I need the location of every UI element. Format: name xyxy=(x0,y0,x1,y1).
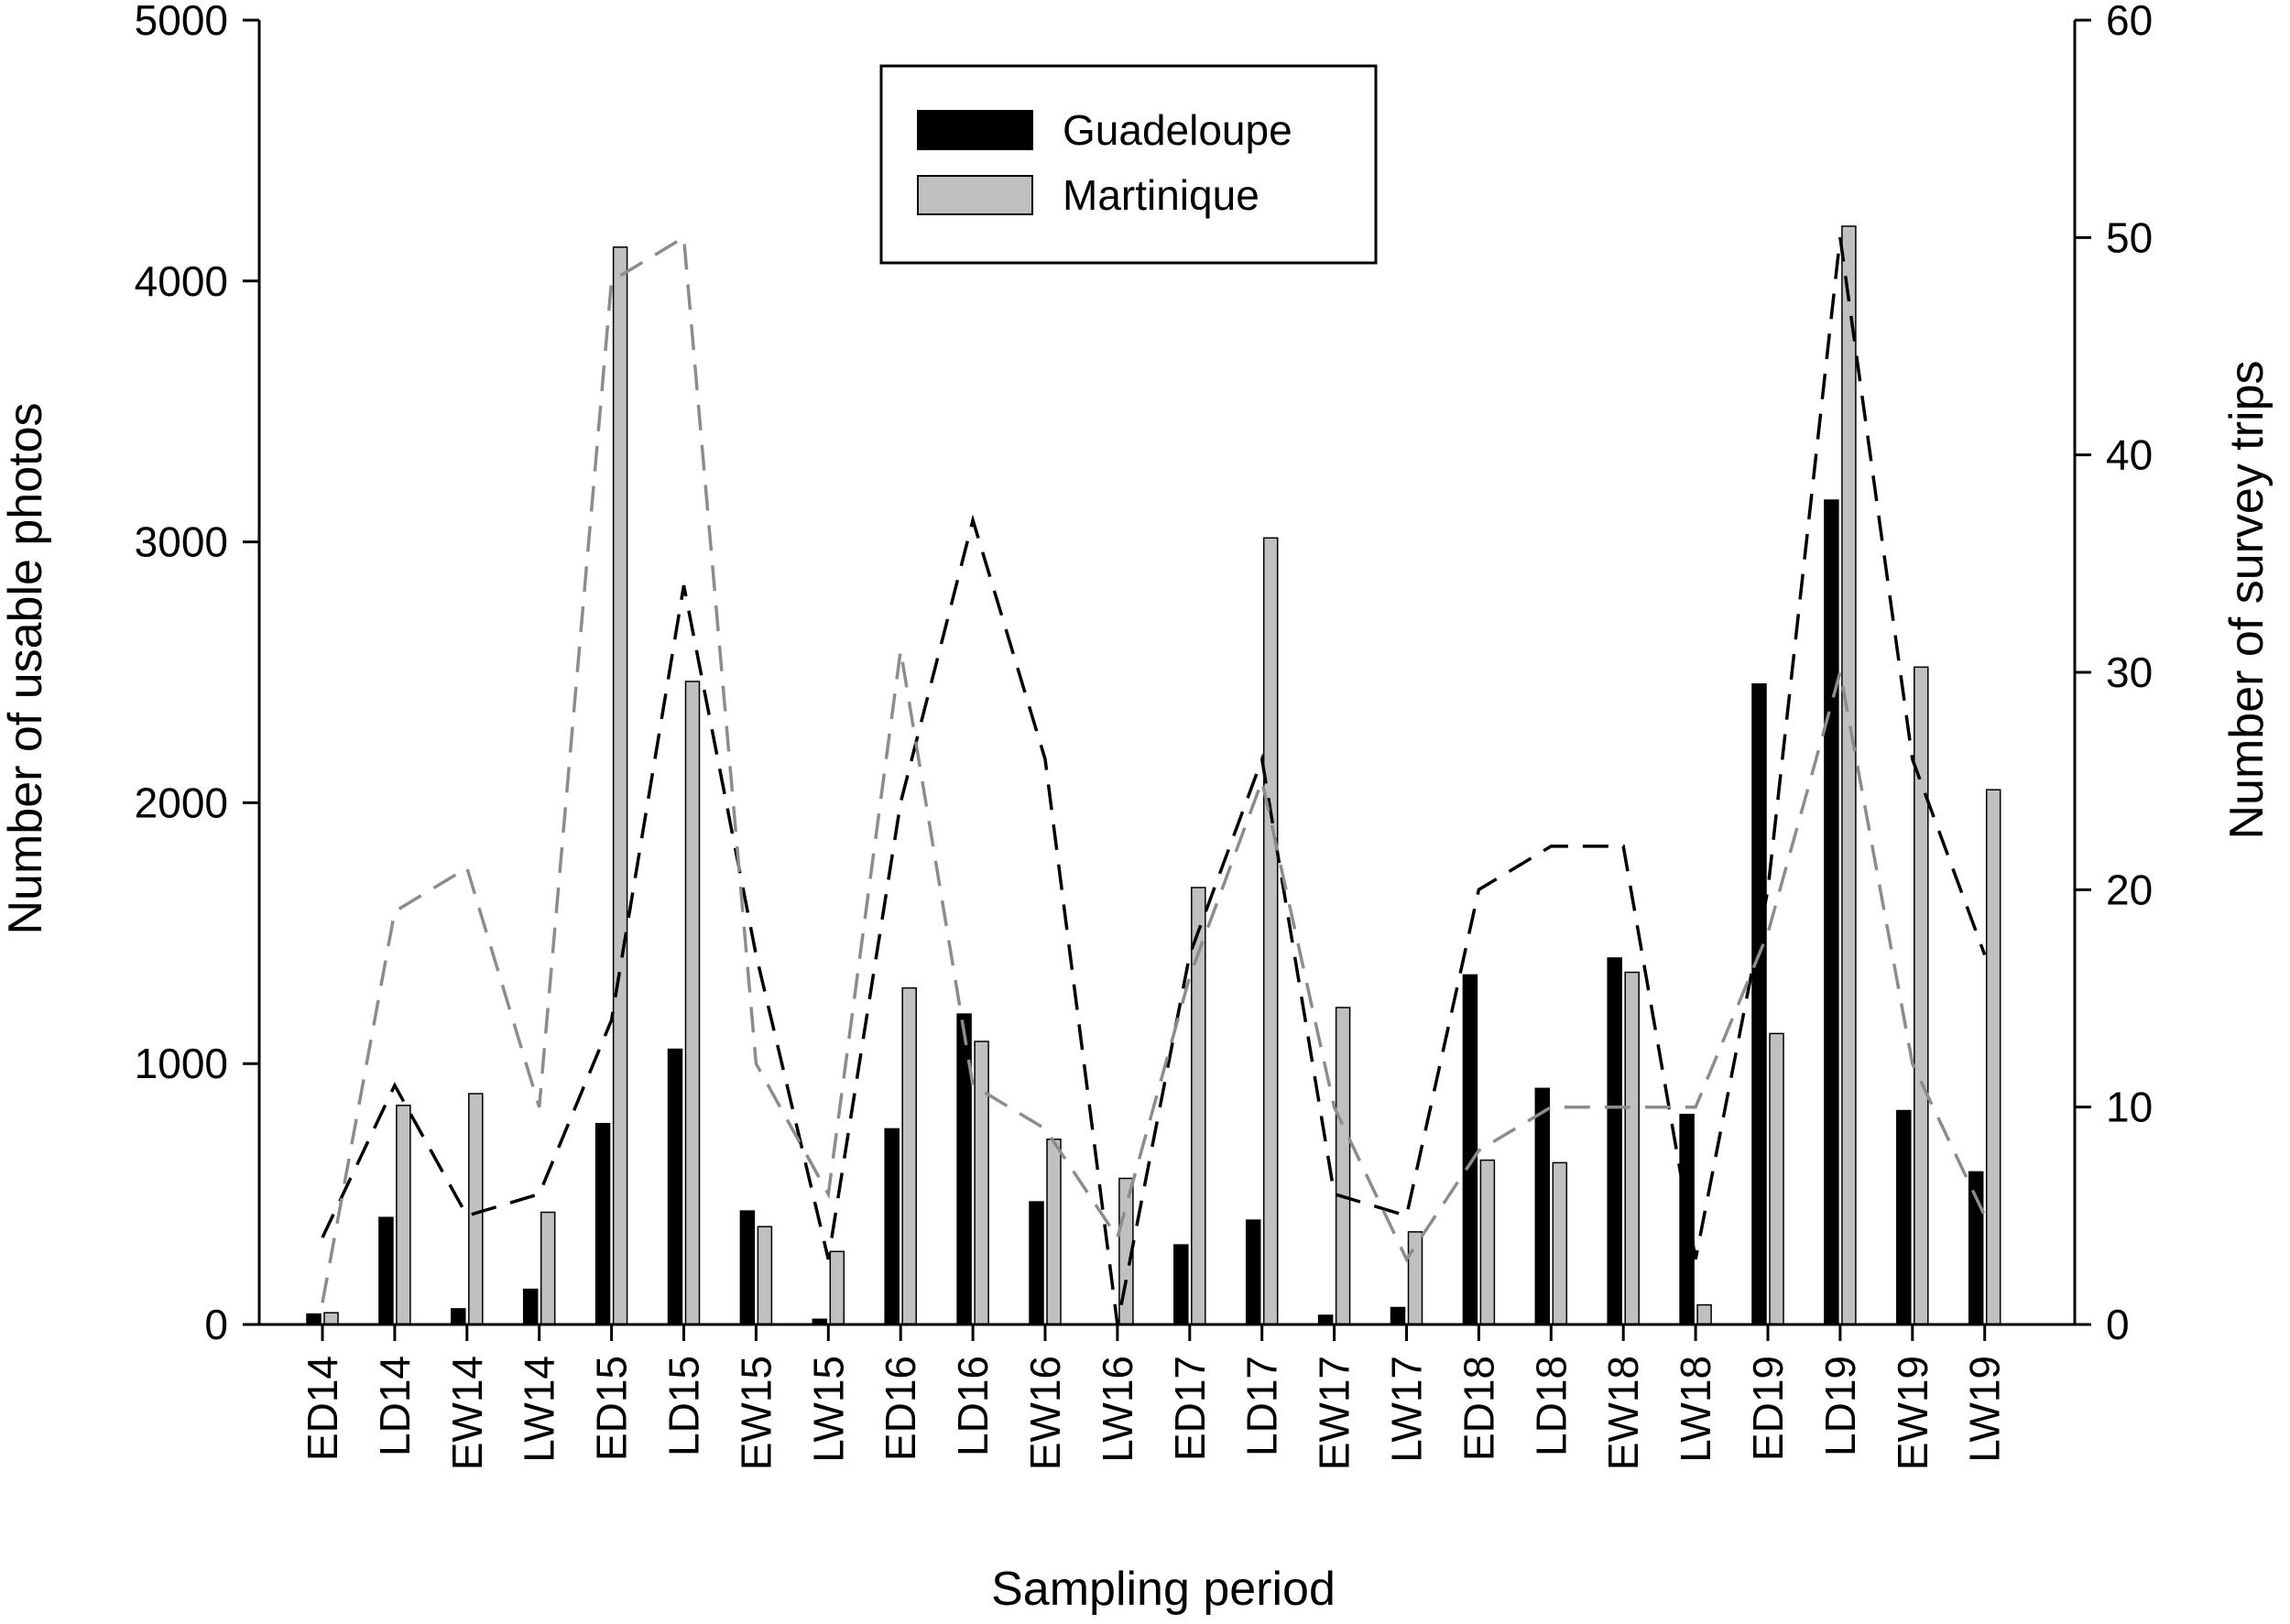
bar-guadeloupe-lw14 xyxy=(522,1288,539,1325)
bar-guadeloupe-ld14 xyxy=(378,1216,394,1325)
bar-guadeloupe-ed18 xyxy=(1462,974,1478,1325)
bar-martinique-ld17 xyxy=(1262,537,1279,1325)
y-tick-label: 0 xyxy=(204,1301,228,1348)
x-tick-label: LD18 xyxy=(1527,1356,1575,1456)
legend-swatch-guadeloupe xyxy=(917,110,1033,150)
bar-guadeloupe-ld18 xyxy=(1534,1087,1551,1325)
x-tick-label: LW18 xyxy=(1672,1356,1719,1463)
bar-guadeloupe-ed19 xyxy=(1751,683,1767,1325)
bar-martinique-lw14 xyxy=(540,1211,556,1325)
bars-layer xyxy=(306,225,2001,1325)
x-tick-label: LD14 xyxy=(371,1356,419,1456)
bar-guadeloupe-ew15 xyxy=(739,1210,756,1325)
bar-martinique-ld14 xyxy=(396,1105,411,1325)
bar-guadeloupe-ew16 xyxy=(1029,1201,1044,1325)
bar-martinique-ed14 xyxy=(323,1312,339,1325)
x-tick-label: ED17 xyxy=(1166,1356,1214,1461)
bar-guadeloupe-lw17 xyxy=(1390,1306,1406,1325)
x-tick-label: LW16 xyxy=(1094,1356,1141,1463)
bar-guadeloupe-ed16 xyxy=(884,1128,900,1325)
x-axis-title: Sampling period xyxy=(991,1563,1336,1616)
bar-martinique-ew18 xyxy=(1624,971,1640,1325)
bar-guadeloupe-ed15 xyxy=(594,1122,611,1325)
bar-martinique-ld19 xyxy=(1841,225,1857,1325)
bar-guadeloupe-ew18 xyxy=(1607,957,1622,1325)
bar-martinique-ed19 xyxy=(1769,1032,1784,1325)
survey-trips-line-1 xyxy=(321,237,1987,1325)
x-tick-label: LD16 xyxy=(949,1356,997,1456)
legend-box xyxy=(879,64,1378,265)
bar-martinique-lw19 xyxy=(1985,789,2001,1325)
y2-tick-label: 0 xyxy=(2106,1301,2130,1348)
x-tick-label: LW15 xyxy=(804,1356,852,1463)
bar-martinique-ld16 xyxy=(974,1041,989,1325)
x-tick-label: EW18 xyxy=(1599,1356,1647,1470)
x-tick-label: LW19 xyxy=(1961,1356,2009,1463)
x-tick-label: LW14 xyxy=(516,1356,563,1463)
y2-tick-label: 10 xyxy=(2106,1084,2153,1131)
x-tick-label: EW14 xyxy=(443,1356,491,1470)
x-tick-label: EW17 xyxy=(1311,1356,1358,1470)
survey-trips-line-2 xyxy=(321,234,1987,1303)
x-tick-label: LW17 xyxy=(1383,1356,1431,1463)
x-tick-label: EW16 xyxy=(1021,1356,1069,1470)
x-tick-label: LD19 xyxy=(1816,1356,1864,1456)
legend-swatch-martinique xyxy=(917,175,1033,215)
legend-label-martinique: Martinique xyxy=(1063,171,1260,219)
bar-guadeloupe-ld15 xyxy=(667,1048,683,1325)
x-tick-label: EW19 xyxy=(1889,1356,1936,1470)
y-axis-title: Number of usable photos xyxy=(0,402,52,934)
y2-tick-label: 30 xyxy=(2106,649,2153,696)
bar-martinique-lw17 xyxy=(1407,1231,1423,1325)
bar-guadeloupe-ld19 xyxy=(1824,499,1839,1325)
x-tick-label: LD17 xyxy=(1238,1356,1286,1456)
bar-martinique-ew17 xyxy=(1335,1007,1351,1325)
bar-guadeloupe-ew14 xyxy=(451,1308,466,1325)
bar-martinique-ed15 xyxy=(612,246,628,1325)
bar-martinique-ed16 xyxy=(901,986,917,1325)
bar-martinique-ew15 xyxy=(757,1226,773,1325)
y-tick-label: 2000 xyxy=(135,779,228,826)
bar-martinique-lw18 xyxy=(1696,1303,1712,1325)
y-tick-label: 3000 xyxy=(135,518,228,566)
x-tick-label: ED15 xyxy=(588,1356,636,1461)
x-tick-label: ED16 xyxy=(877,1356,924,1461)
ticks-layer: 0 1000 2000 3000 4000 5000 0 10 20 30 40 50 60 ED14 LD… xyxy=(135,0,2154,1470)
x-tick-label: EW15 xyxy=(732,1356,780,1470)
x-tick-label: LD15 xyxy=(660,1356,708,1456)
bar-guadeloupe-ed17 xyxy=(1173,1244,1189,1325)
bar-martinique-ed18 xyxy=(1479,1159,1496,1325)
x-tick-label: ED19 xyxy=(1744,1356,1792,1461)
bar-guadeloupe-ed14 xyxy=(306,1313,322,1325)
y2-tick-label: 50 xyxy=(2106,213,2153,261)
y-tick-label: 1000 xyxy=(135,1040,228,1087)
y2-tick-label: 20 xyxy=(2106,866,2153,913)
bar-martinique-ew16 xyxy=(1046,1139,1062,1325)
bar-guadeloupe-ew19 xyxy=(1896,1109,1912,1325)
bar-martinique-lw15 xyxy=(829,1250,845,1325)
bar-martinique-ld18 xyxy=(1552,1161,1568,1325)
legend: Guadeloupe Martinique xyxy=(879,64,1378,265)
bar-guadeloupe-lw18 xyxy=(1679,1113,1695,1325)
bar-guadeloupe-ld17 xyxy=(1245,1219,1261,1325)
bar-martinique-ew14 xyxy=(468,1093,484,1325)
bar-martinique-ld15 xyxy=(684,681,701,1325)
y-tick-label: 4000 xyxy=(135,257,228,305)
y-tick-label: 5000 xyxy=(135,0,228,44)
y2-tick-label: 40 xyxy=(2106,431,2153,479)
legend-label-guadeloupe: Guadeloupe xyxy=(1063,106,1292,154)
x-tick-label: ED18 xyxy=(1455,1356,1502,1461)
x-tick-label: ED14 xyxy=(299,1356,346,1461)
lines-layer xyxy=(321,234,1987,1325)
y2-axis-title: Number of survey trips xyxy=(2220,360,2274,839)
y2-tick-label: 60 xyxy=(2106,0,2153,44)
